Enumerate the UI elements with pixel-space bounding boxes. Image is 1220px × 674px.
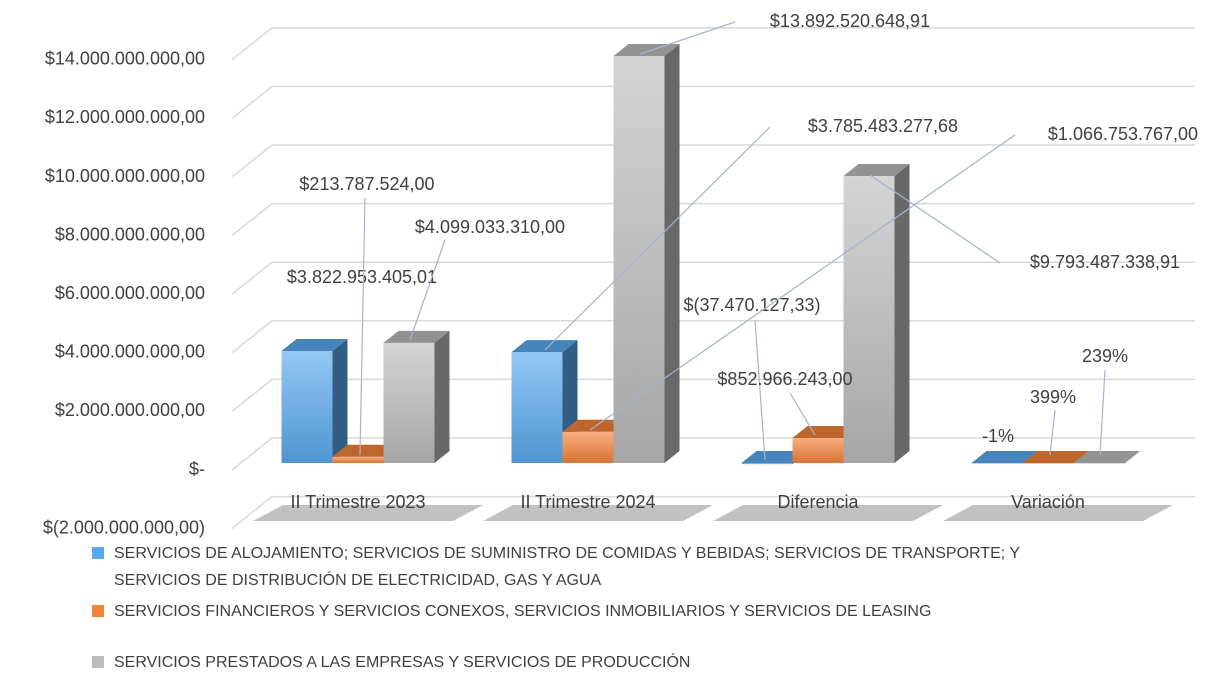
- legend-item: SERVICIOS PRESTADOS A LAS EMPRESAS Y SER…: [92, 649, 1042, 674]
- bar: [383, 342, 435, 463]
- data-label: -1%: [982, 426, 1014, 446]
- data-label: $3.822.953.405,01: [287, 267, 437, 287]
- data-label: $13.892.520.648,91: [770, 11, 930, 31]
- leader-line: [1049, 409, 1056, 456]
- legend-swatch: [92, 547, 104, 559]
- legend-label: SERVICIOS DE ALOJAMIENTO; SERVICIOS DE S…: [114, 545, 1020, 589]
- bar: [613, 55, 665, 463]
- bar: [1022, 463, 1074, 464]
- y-tick-label: $8.000.000.000,00: [55, 224, 205, 244]
- legend-swatch: [92, 656, 104, 668]
- legend-item: SERVICIOS DE ALOJAMIENTO; SERVICIOS DE S…: [92, 540, 1042, 594]
- data-label: $852.966.243,00: [717, 369, 852, 389]
- bar-top: [281, 338, 348, 351]
- bar-side: [664, 43, 680, 463]
- bar-top: [843, 164, 910, 177]
- leader-line: [869, 174, 1001, 264]
- data-label: $3.785.483.277,68: [808, 116, 958, 136]
- leader-line: [1099, 369, 1106, 456]
- bar: [843, 176, 895, 463]
- bar: [562, 431, 614, 463]
- y-tick-label: $10.000.000.000,00: [45, 166, 205, 186]
- bar-top: [792, 426, 859, 439]
- data-label: $1.066.753.767,00: [1048, 124, 1198, 144]
- leader-line: [639, 21, 736, 55]
- bar-top: [332, 444, 399, 457]
- data-label: 399%: [1030, 387, 1076, 407]
- leader-line: [589, 134, 1016, 431]
- bar: [741, 463, 793, 465]
- grid-line: [231, 85, 1195, 119]
- bar-top: [613, 43, 680, 56]
- grid-line: [231, 27, 1195, 61]
- legend-item: SERVICIOS FINANCIEROS Y SERVICIOS CONEXO…: [92, 598, 1042, 625]
- data-label: $9.793.487.338,91: [1030, 252, 1180, 272]
- x-tick-label: Diferencia: [777, 492, 859, 512]
- grid-line: [231, 202, 1195, 237]
- data-label: 239%: [1082, 346, 1128, 366]
- floor-shadow: [253, 505, 483, 521]
- bar: [281, 350, 333, 463]
- bar-top: [511, 340, 578, 353]
- bar-top: [971, 451, 1038, 463]
- legend-swatch: [92, 605, 104, 617]
- bar: [511, 352, 563, 463]
- bar: [971, 463, 1023, 464]
- bar-side: [434, 330, 450, 463]
- legend-label: SERVICIOS FINANCIEROS Y SERVICIOS CONEXO…: [114, 603, 932, 620]
- leader-line: [359, 197, 366, 456]
- grid-line: [231, 320, 1195, 354]
- leader-line: [544, 126, 771, 351]
- data-label: $4.099.033.310,00: [415, 217, 565, 237]
- legend: SERVICIOS DE ALOJAMIENTO; SERVICIOS DE S…: [92, 540, 1042, 674]
- leader-line: [754, 319, 766, 461]
- y-tick-label: $-: [189, 459, 205, 479]
- x-tick-label: II Trimestre 2024: [520, 492, 655, 512]
- grid-line: [231, 495, 1195, 530]
- floor-shadow: [713, 505, 943, 521]
- y-tick-label: $14.000.000.000,00: [45, 49, 205, 69]
- leader-line: [409, 239, 446, 341]
- x-tick-label: Variación: [1011, 492, 1085, 512]
- bar: [792, 438, 844, 463]
- bar-side: [1124, 451, 1140, 464]
- data-label: $213.787.524,00: [299, 174, 434, 194]
- leader-line: [789, 392, 816, 436]
- bar-top: [1073, 451, 1140, 463]
- y-tick-label: $12.000.000.000,00: [45, 107, 205, 127]
- grid-line: [231, 144, 1195, 178]
- floor-shadow: [483, 505, 713, 521]
- bar: [1073, 463, 1125, 464]
- bar-side: [332, 338, 348, 463]
- x-tick-label: II Trimestre 2023: [290, 492, 425, 512]
- floor-shadow: [943, 505, 1173, 521]
- bar-side: [894, 164, 910, 463]
- bar-top: [741, 451, 808, 463]
- y-tick-label: $(2.000.000.000,00): [43, 517, 205, 537]
- y-tick-label: $4.000.000.000,00: [55, 342, 205, 362]
- bar: [332, 456, 384, 463]
- y-tick-label: $2.000.000.000,00: [55, 400, 205, 420]
- legend-label: SERVICIOS PRESTADOS A LAS EMPRESAS Y SER…: [114, 654, 691, 671]
- bar-top: [1022, 451, 1089, 463]
- bar-top: [383, 330, 450, 343]
- data-label: $(37.470.127,33): [683, 295, 820, 315]
- y-tick-label: $6.000.000.000,00: [55, 283, 205, 303]
